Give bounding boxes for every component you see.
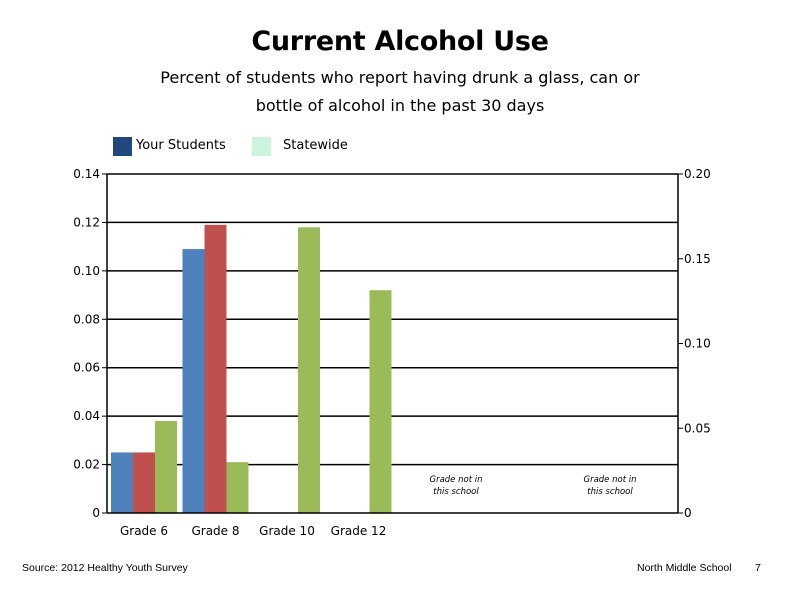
- note-line1: Grade not in: [430, 475, 483, 485]
- legend-swatch-statewide: [252, 137, 271, 156]
- chart-subtitle-line2: bottle of alcohol in the past 30 days: [255, 96, 545, 115]
- note-line2: this school: [433, 487, 479, 497]
- y-axis-tick-label: 0.06: [73, 361, 100, 375]
- chart-subtitle-line1: Percent of students who report having dr…: [160, 68, 640, 87]
- y-axis-tick-label: 0.02: [73, 458, 100, 472]
- x-axis-category-label: Grade 12: [331, 524, 387, 538]
- legend-swatch-your-students: [113, 137, 132, 156]
- x-axis-category-label: Grade 10: [259, 524, 315, 538]
- bar: [155, 420, 177, 513]
- y-axis-tick-label: 0.12: [73, 215, 100, 229]
- bar: [182, 249, 205, 514]
- note-line2: this school: [587, 487, 633, 497]
- x-axis-category-label: Grade 6: [120, 524, 168, 538]
- y-axis-tick-label: 0: [92, 506, 100, 520]
- bar: [111, 452, 133, 513]
- source-note: Source: 2012 Healthy Youth Survey: [22, 562, 188, 574]
- right-axis-tick-label: 0.10: [684, 337, 711, 351]
- right-axis-tick-label: 0.20: [684, 167, 711, 181]
- bar: [204, 224, 227, 513]
- x-axis-category-label: Grade 8: [191, 524, 239, 538]
- y-axis-tick-label: 0.08: [73, 312, 100, 326]
- chart-title: Current Alcohol Use: [251, 26, 549, 57]
- y-axis-tick-label: 0.04: [73, 409, 100, 423]
- school-name: North Middle School: [637, 562, 732, 574]
- bar: [226, 462, 249, 513]
- y-axis-tick-label: 0.14: [73, 167, 100, 181]
- right-axis-tick-label: 0.05: [684, 421, 711, 435]
- page-number: 7: [755, 562, 761, 574]
- bar: [133, 452, 155, 513]
- right-axis-tick-label: 0: [684, 506, 692, 520]
- note-line1: Grade not in: [584, 475, 637, 485]
- bar: [298, 227, 320, 513]
- bar: [369, 290, 392, 513]
- legend-label-your-students: Your Students: [136, 138, 226, 153]
- right-axis-tick-label: 0.15: [684, 252, 711, 266]
- y-axis-tick-label: 0.10: [73, 264, 100, 278]
- legend-label-statewide: Statewide: [283, 138, 348, 153]
